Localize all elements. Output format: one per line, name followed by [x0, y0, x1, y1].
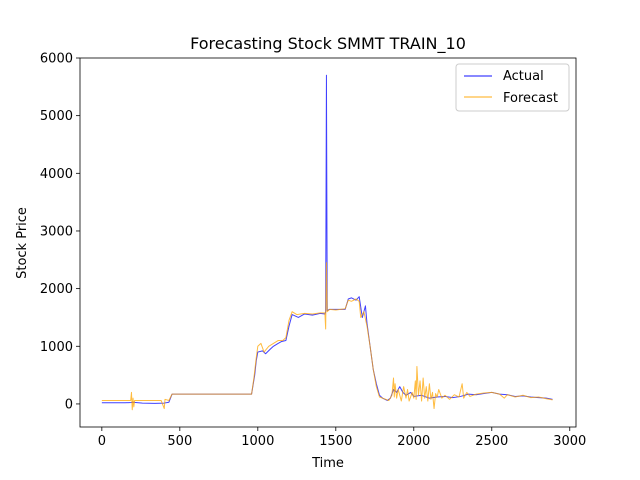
x-tick-label: 3000 [553, 434, 586, 449]
y-tick-label: 0 [65, 397, 73, 412]
x-tick-label: 1000 [241, 434, 274, 449]
y-tick-label: 1000 [40, 340, 73, 355]
x-tick-label: 2000 [397, 434, 430, 449]
x-axis: 0 500 1000 1500 2000 2500 3000 [98, 427, 586, 449]
plot-area: 0 500 1000 1500 2000 2500 3000 0 1000 2000 3000 40… [40, 52, 586, 450]
chart-title: Forecasting Stock SMMT TRAIN_10 [190, 34, 466, 54]
legend: Actual Forecast [455, 63, 570, 112]
x-tick-label: 1500 [319, 434, 352, 449]
y-tick-label: 5000 [40, 109, 73, 124]
x-axis-label: Time [311, 456, 344, 471]
y-tick-label: 6000 [40, 52, 73, 67]
y-tick-label: 4000 [40, 167, 73, 182]
legend-label-actual: Actual [503, 69, 544, 84]
x-tick-label: 500 [167, 434, 192, 449]
y-tick-label: 2000 [40, 282, 73, 297]
x-tick-label: 2500 [475, 434, 508, 449]
series-group [101, 74, 553, 411]
series-line-actual [101, 74, 553, 404]
legend-label-forecast: Forecast [503, 91, 558, 106]
y-tick-label: 3000 [40, 224, 73, 239]
y-axis-label: Stock Price [15, 207, 30, 279]
y-axis: 0 1000 2000 3000 4000 5000 6000 [40, 52, 80, 412]
series-line-forecast [101, 262, 553, 411]
x-tick-label: 0 [98, 434, 106, 449]
plot-frame [79, 57, 577, 428]
